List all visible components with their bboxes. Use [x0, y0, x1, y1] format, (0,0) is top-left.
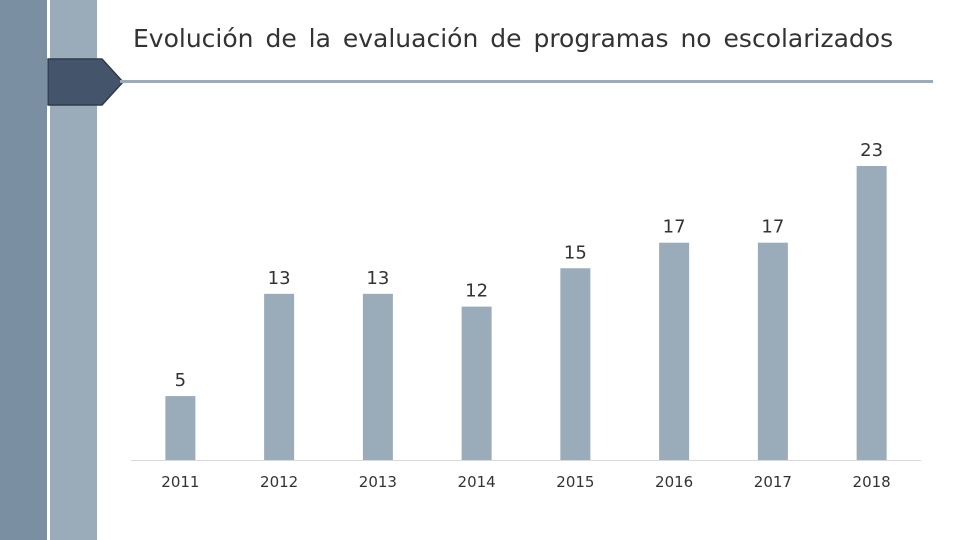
x-tick-label-2011: 2011 — [161, 473, 199, 491]
decorative-band-dark — [0, 0, 47, 540]
x-tick-label-2018: 2018 — [853, 473, 891, 491]
x-tick-label-2017: 2017 — [754, 473, 792, 491]
bar-2013 — [362, 293, 393, 460]
data-label-2011: 5 — [175, 370, 186, 391]
slide-title: Evolución de la evaluación de programas … — [133, 24, 894, 53]
data-label-2017: 17 — [761, 217, 784, 238]
bar-2015 — [560, 268, 591, 460]
bar-2016 — [659, 242, 690, 460]
x-tick-label-2014: 2014 — [458, 473, 496, 491]
data-label-2018: 23 — [860, 140, 883, 161]
data-label-2016: 17 — [663, 217, 686, 238]
x-tick-label-2015: 2015 — [556, 473, 594, 491]
title-underline — [120, 80, 933, 83]
bar-2012 — [264, 293, 295, 460]
bar-2014 — [461, 306, 492, 460]
x-tick-label-2012: 2012 — [260, 473, 298, 491]
data-label-2014: 12 — [465, 281, 488, 302]
bar-2018 — [856, 166, 887, 460]
x-tick-label-2013: 2013 — [359, 473, 397, 491]
bar-2017 — [757, 242, 788, 460]
data-label-2013: 13 — [366, 268, 389, 289]
data-label-2012: 13 — [268, 268, 291, 289]
data-label-2015: 15 — [564, 242, 587, 263]
arrow-tab-icon — [47, 58, 125, 106]
x-tick-label-2016: 2016 — [655, 473, 693, 491]
bar-2011 — [165, 396, 196, 460]
